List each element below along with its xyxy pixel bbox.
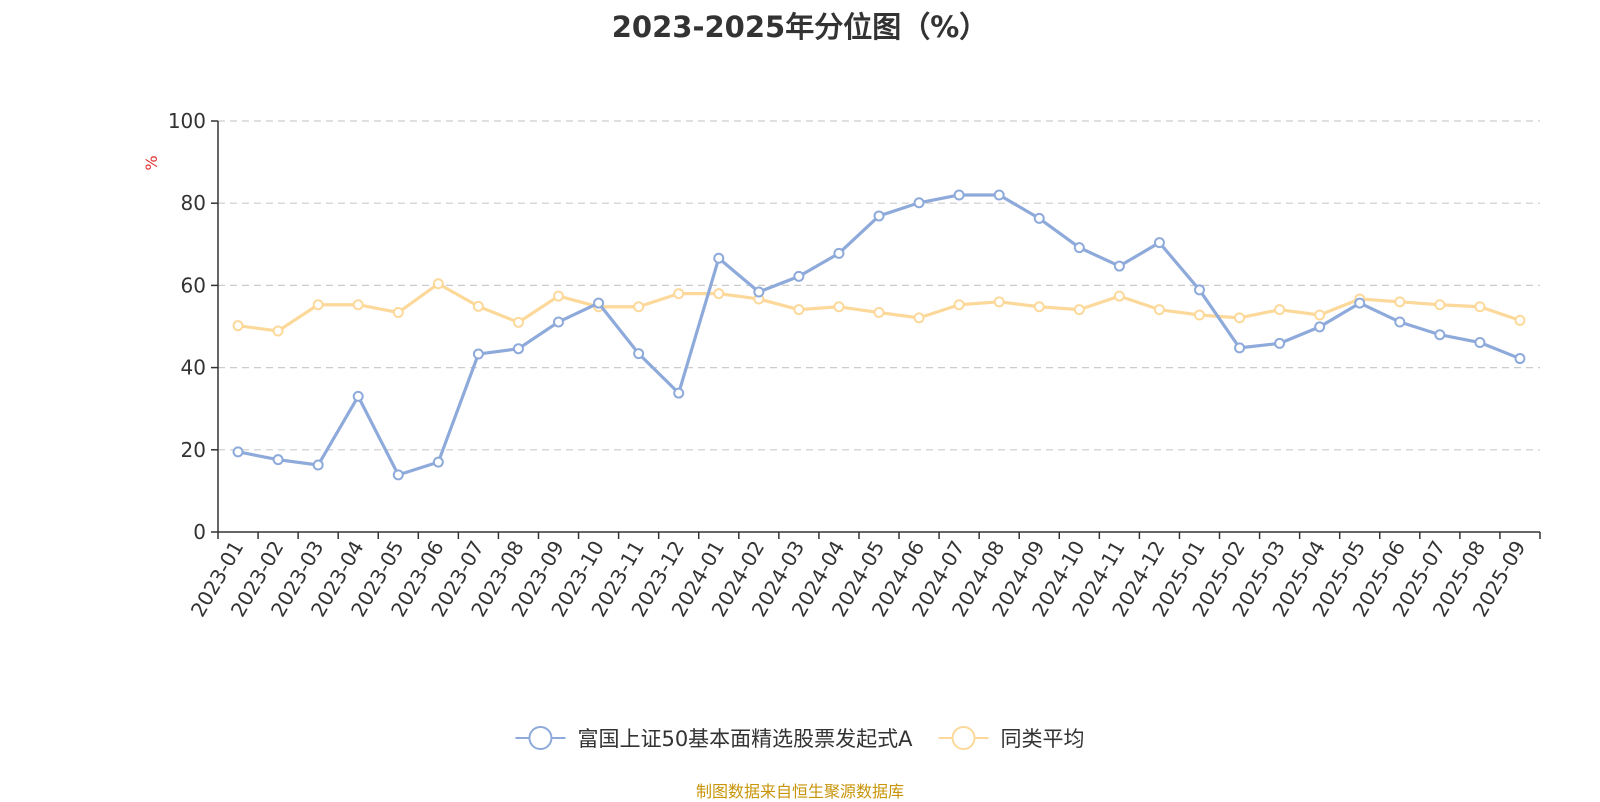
data-point (1274, 337, 1286, 349)
data-point (1234, 312, 1246, 324)
legend-circle-marker (951, 726, 976, 750)
legend-item-2[interactable]: 同类平均 (938, 726, 1085, 751)
y-axis-unit-label: % (142, 155, 161, 170)
y-tick-label: 80 (181, 191, 206, 215)
data-point (232, 320, 244, 332)
legend-label: 同类平均 (1001, 727, 1085, 751)
data-point (633, 301, 645, 313)
data-point (1073, 304, 1085, 316)
data-point (1274, 304, 1286, 316)
data-point (1113, 260, 1125, 272)
axes: 0204060801002023-012023-022023-032023-04… (168, 109, 1541, 621)
data-point (232, 446, 244, 458)
data-point (1153, 237, 1165, 249)
data-point (1434, 299, 1446, 311)
data-point (1514, 353, 1526, 365)
data-point (1193, 284, 1205, 296)
data-point (793, 270, 805, 282)
chart-title: 2023-2025年分位图（%） (611, 10, 989, 44)
data-point (272, 325, 284, 337)
data-point (1474, 301, 1486, 313)
data-point (1434, 329, 1446, 341)
data-point (1073, 242, 1085, 254)
legend-item-1[interactable]: 富国上证50基本面精选股票发起式A (515, 726, 913, 751)
data-point (1474, 337, 1486, 349)
data-point (432, 278, 444, 290)
legend-circle-marker (528, 726, 553, 750)
data-point (472, 348, 484, 360)
data-point (1314, 321, 1326, 333)
data-point (1193, 309, 1205, 321)
data-point (833, 247, 845, 259)
data-point (1113, 290, 1125, 302)
data-point (352, 390, 364, 402)
data-point (272, 454, 284, 466)
data-point (1514, 314, 1526, 326)
data-point (1394, 316, 1406, 328)
data-point (993, 296, 1005, 308)
series-line-1 (237, 193, 1521, 477)
data-point (432, 456, 444, 468)
data-point (1394, 296, 1406, 308)
data-point (512, 316, 524, 328)
series-layer (232, 189, 1526, 481)
y-tick-label: 0 (193, 520, 206, 544)
data-point (392, 469, 404, 481)
data-point (673, 387, 685, 399)
data-point (753, 286, 765, 298)
data-point (673, 288, 685, 300)
series-2 (232, 278, 1526, 337)
data-point (793, 304, 805, 316)
data-point (633, 348, 645, 360)
data-point (993, 189, 1005, 201)
data-point (953, 189, 965, 201)
source-note: 制图数据来自恒生聚源数据库 (695, 782, 904, 801)
data-point (512, 343, 524, 355)
series-1 (232, 189, 1526, 481)
data-point (913, 197, 925, 209)
y-tick-label: 100 (168, 109, 206, 133)
data-point (713, 252, 725, 264)
gridlines (218, 120, 1540, 451)
data-point (392, 307, 404, 319)
data-point (1153, 304, 1165, 316)
data-point (593, 297, 605, 309)
data-point (312, 299, 324, 311)
data-point (312, 459, 324, 471)
data-point (713, 288, 725, 300)
data-point (472, 300, 484, 312)
legend-label: 富国上证50基本面精选股票发起式A (577, 727, 913, 751)
data-point (1314, 309, 1326, 321)
data-point (953, 299, 965, 311)
data-point (873, 307, 885, 319)
data-point (833, 301, 845, 313)
data-point (1033, 212, 1045, 224)
data-point (913, 312, 925, 324)
data-point (1234, 342, 1246, 354)
y-tick-label: 40 (181, 356, 206, 380)
data-point (1033, 301, 1045, 313)
data-point (553, 316, 565, 328)
legend[interactable]: 富国上证50基本面精选股票发起式A 同类平均 (515, 726, 1085, 751)
data-point (873, 210, 885, 222)
data-point (352, 299, 364, 311)
y-tick-label: 20 (181, 438, 206, 462)
data-point (553, 290, 565, 302)
data-point (1354, 297, 1366, 309)
y-tick-label: 60 (181, 273, 206, 297)
